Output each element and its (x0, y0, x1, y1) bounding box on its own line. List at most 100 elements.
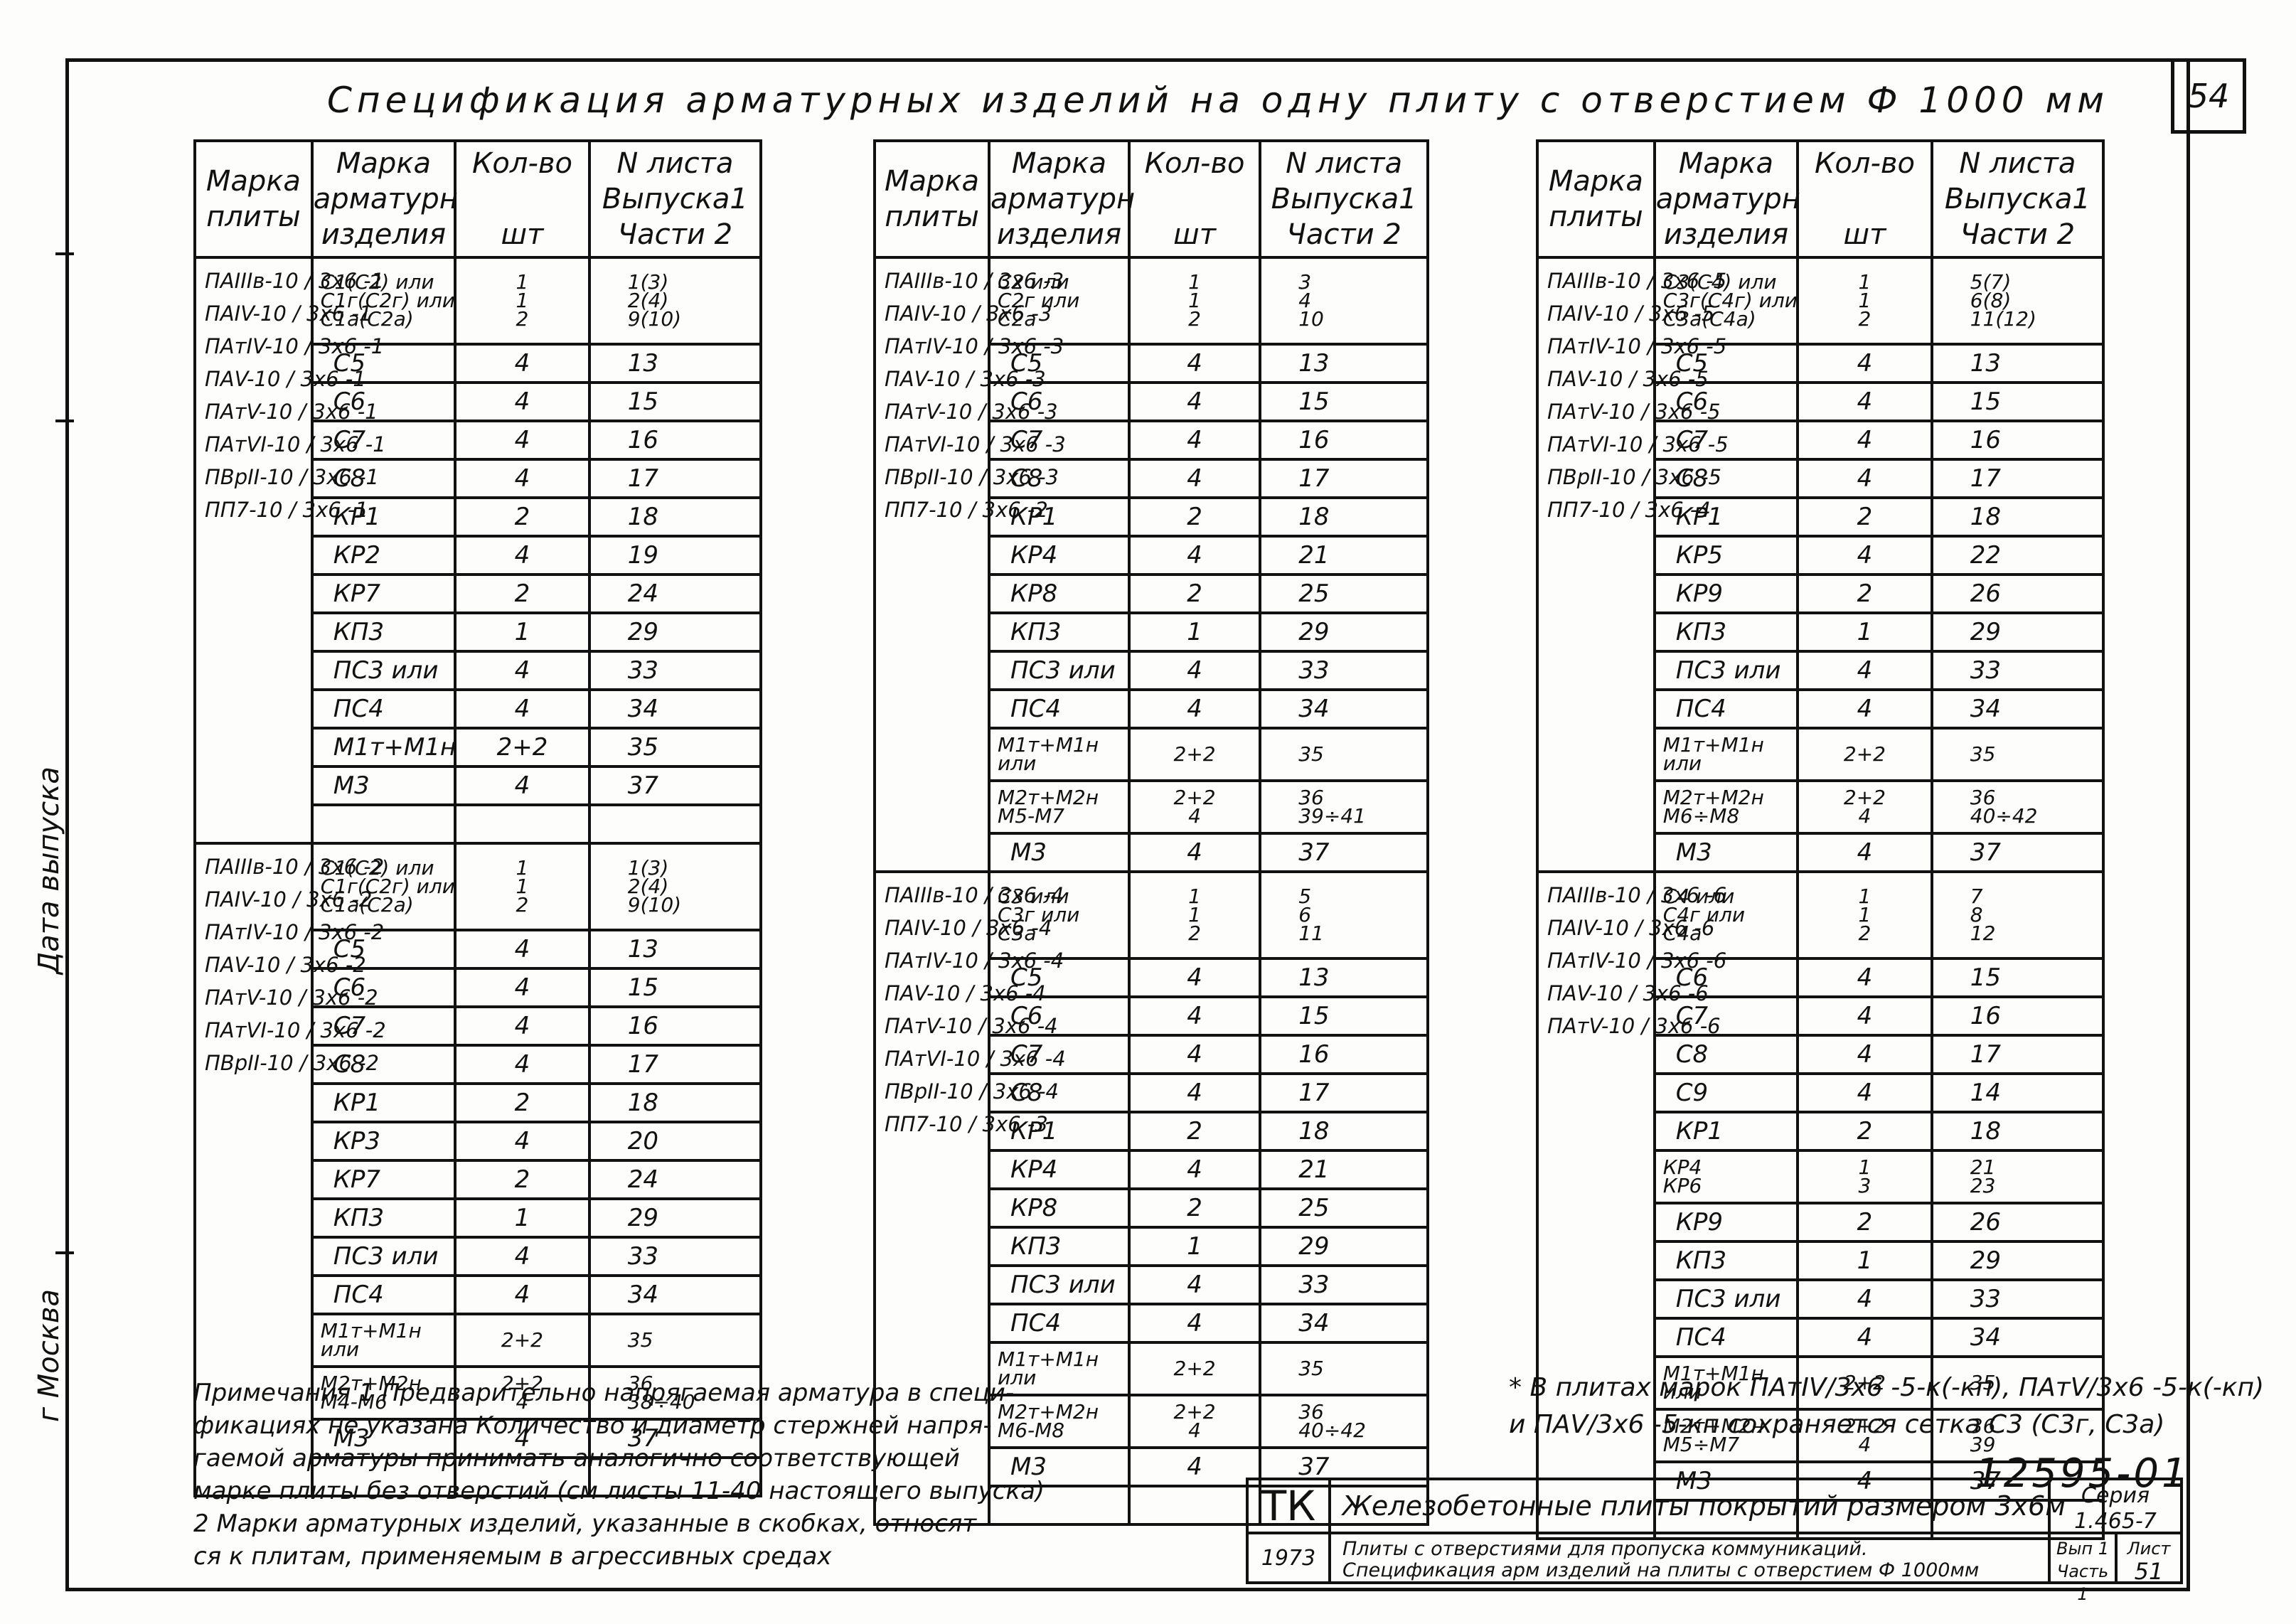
quantity-cell: 4 (1796, 957, 1933, 998)
plate-mark: ПАIV-10 / 3х6 -5 (1547, 301, 1715, 326)
rebar-mark-cell: С7 (310, 420, 457, 461)
plate-marks-cell: ПАIIIв-10 / 3х6 -3 ПАIV-10 / 3х6 -3 ПАтIV-… (872, 256, 1066, 873)
stamp-part-value: Часть 1 (2056, 1561, 2109, 1604)
sheet-number-cell: 13 (1259, 343, 1429, 384)
header-rebar-mark: Марка арматурн изделия (988, 139, 1135, 259)
sheet-number-cell: 17 (1930, 1034, 2105, 1075)
sheet-number-cell: 33 (587, 650, 763, 691)
sheet-number-cell: 16 (1930, 420, 2105, 461)
stamp-subtitle-2: Спецификация арм изделий на плиты с отве… (1342, 1559, 1980, 1581)
quantity-cell: 2 (1127, 1187, 1262, 1229)
sheet-number-cell: 35 (587, 727, 763, 768)
rebar-mark-cell: С6 (310, 967, 457, 1008)
title-block: ТК 1973 Железобетонные плиты покрытий ра… (1246, 1478, 2183, 1604)
table-row: ПАIIIв-10 / 3х6 -3 ПАIV-10 / 3х6 -3 ПАтIV-… (872, 256, 1429, 873)
sheet-number-cell: 33 (1259, 650, 1429, 691)
sheet-number-cell: 24 (587, 1159, 763, 1200)
sheet-number-cell: 21 (1259, 535, 1429, 576)
rebar-mark-cell: КП3 (988, 1226, 1131, 1267)
table-row: КР1 2 18 (195, 1082, 763, 1123)
sheet-number-cell: 17 (587, 458, 763, 499)
table-row: КР9 2 26 (1537, 1202, 2105, 1243)
drawing-frame (65, 58, 2190, 1591)
table-row: КП3 1 29 (1537, 1240, 2105, 1281)
table-row: КР1 2 18 (1537, 496, 2105, 538)
header-line: шт (1173, 218, 1216, 251)
table-row: ПС3 или 4 33 (1537, 650, 2105, 691)
plate-mark: ПАтVI-10 / 3х6 -2 (205, 1018, 386, 1042)
rebar-mark-cell: КР8 (988, 1187, 1131, 1229)
plate-mark: ПАV-10 / 3х6 -3 (885, 367, 1046, 391)
sheet-number-cell: 15 (1259, 995, 1429, 1037)
rebar-mark-cell: С8 (1652, 1034, 1800, 1075)
rebar-mark-cell: М3 (988, 832, 1131, 873)
plate-mark: ПАIIIв-10 / 3х6 -4 (885, 883, 1064, 907)
table-row: КР4 КР6 1 3 21 23 (1537, 1149, 2105, 1204)
quantity-cell: 1 1 2 (1796, 870, 1933, 960)
notes: Примечания 1 Предварительно напрягаемая … (193, 1377, 1189, 1573)
rebar-mark-cell: КП3 (310, 611, 457, 653)
quantity-cell: 4 (454, 1418, 591, 1459)
sheet-number-cell: 33 (587, 1236, 763, 1277)
sheet-number-cell: 37 (587, 765, 763, 806)
plate-mark: ПАтVI-10 / 3х6 -1 (205, 432, 386, 456)
plate-mark: ПАIIIв-10 / 3х6 -1 (205, 269, 385, 293)
header-line: Части 2 (1286, 218, 1401, 251)
rebar-mark-cell: КР9 (1652, 1202, 1800, 1243)
plate-mark: ПВрII-10 / 3х6 -1 (205, 465, 379, 489)
quantity-cell: 2 (1127, 573, 1262, 614)
sheet-number-cell: 34 (1259, 688, 1429, 730)
plate-mark: ПАтV-10 / 3х6 -2 (205, 985, 378, 1010)
rebar-mark-cell: КР3 (310, 1121, 457, 1162)
sheet-number-cell: 36 38÷40 (587, 1365, 763, 1421)
table-row: С5 4 13 (195, 343, 763, 384)
sheet-number-cell: 25 (1259, 1187, 1429, 1229)
quantity-cell: 2 (1127, 496, 1262, 538)
table-header: Марка плиты Марка арматурн изделия Кол-во шт N … (872, 139, 1429, 259)
rebar-mark-cell: ПС4 (1652, 1317, 1800, 1358)
header-row: Марка плиты Марка арматурн изделия Кол-во шт N … (193, 139, 763, 259)
table-row: С8 4 17 (1537, 1034, 2105, 1075)
rebar-mark-cell: ПС4 (310, 688, 457, 730)
table-row: С8 4 17 (195, 458, 763, 499)
note-line: 2 Марки арматурных изделий, указанные в … (193, 1510, 986, 1538)
sheet-number-cell: 29 (1930, 611, 2105, 653)
rebar-mark-cell: КП3 (1652, 1240, 1800, 1281)
header-line: N листа (616, 147, 734, 180)
spec-table-2: Марка плиты Марка арматурн изделия Кол-во шт N … (872, 139, 1429, 1526)
rebar-mark-cell: М3 (310, 765, 457, 806)
quantity-cell: 4 (454, 381, 591, 422)
plate-marks-cell: ПАIIIв-10 / 3х6 -5 ПАIV-10 / 3х6 -5 ПАтIV-… (1536, 256, 1729, 873)
rebar-mark-cell: С7 (988, 420, 1131, 461)
table-row: С6 4 15 (1537, 381, 2105, 422)
sheet-number-cell: 35 (1930, 727, 2105, 782)
quantity-cell: 4 (1796, 343, 1933, 384)
quantity-cell: 1 (454, 611, 591, 653)
quantity-cell: 1 1 2 (1127, 256, 1262, 346)
table-row: ПС3 или 4 33 (195, 650, 763, 691)
quantity-cell (454, 803, 591, 845)
rebar-mark-cell: КР1 (310, 496, 457, 538)
plate-mark: ПАтIV-10 / 3х6 -2 (205, 920, 385, 944)
table-row: КР3 4 20 (195, 1121, 763, 1162)
rebar-mark-cell: КР1 (1652, 496, 1800, 538)
rebar-mark-cell: ПС4 (988, 688, 1131, 730)
table-row: М2т+М2н М4-М6 2+2 4 36 38÷40 (195, 1365, 763, 1421)
sheet-number-cell: 15 (587, 381, 763, 422)
quantity-cell: 4 (1127, 650, 1262, 691)
table-row: М2т+М2н М6÷М8 2+2 4 36 40÷42 (1537, 779, 2105, 835)
plate-mark: ПВрII-10 / 3х6 -5 (1547, 465, 1721, 489)
quantity-cell: 2+2 (1127, 1341, 1262, 1396)
sheet-number-cell: 16 (1259, 1034, 1429, 1075)
header-line: Части 2 (1960, 218, 2076, 251)
table-row: С6 4 15 (875, 381, 1429, 422)
header-rebar-mark: Марка арматурн изделия (310, 139, 458, 259)
header-line: N листа (1286, 147, 1403, 180)
sheet-number-cell: 21 23 (1930, 1149, 2105, 1204)
rebar-mark-cell: ПС4 (988, 1303, 1131, 1344)
table-row: С8 4 17 (1537, 458, 2105, 499)
rebar-mark-cell: КР1 (988, 496, 1131, 538)
table-row: С9 4 14 (1537, 1072, 2105, 1113)
quantity-cell: 4 (1127, 343, 1262, 384)
sheet-number-cell: 34 (1930, 688, 2105, 730)
